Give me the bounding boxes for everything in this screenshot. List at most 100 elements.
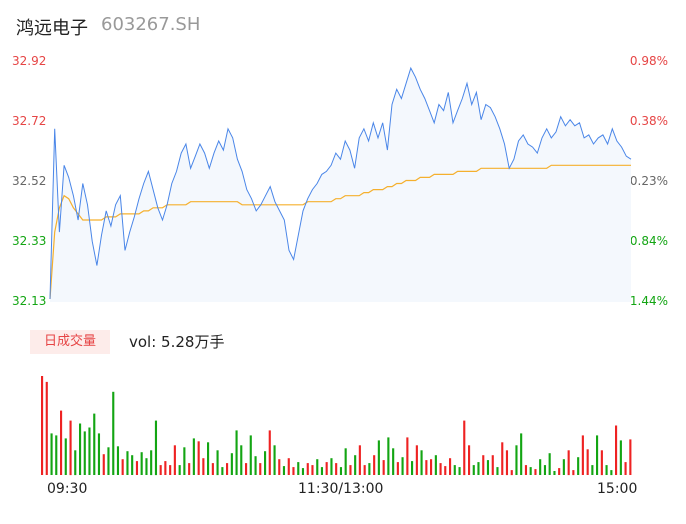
volume-bar [107,447,110,475]
volume-bar [93,413,96,475]
volume-bar [216,450,219,476]
volume-bar [567,450,570,476]
volume-total-label: vol: 5.28万手 [129,333,225,351]
volume-bar [235,430,238,475]
volume-bar [126,451,129,475]
volume-bar [553,471,556,475]
volume-bar [363,465,366,475]
volume-bar [154,420,158,476]
volume-bar [64,438,67,475]
volume-bar [102,454,105,475]
volume-bar [430,459,433,475]
volume-bar [316,459,319,475]
volume-bar [411,461,414,475]
volume-bar [230,453,233,475]
volume-bar [505,450,509,476]
volume-bar [349,465,352,475]
volume-bar [529,467,532,475]
volume-bar [140,452,143,475]
y-left-tick-3: 32.52 [12,174,47,188]
volume-bar [453,465,456,475]
y-left-tick-5: 32.13 [12,294,47,308]
price-line [49,66,632,300]
volume-bar [188,463,191,475]
volume-bar [581,435,584,475]
volume-bar [458,467,461,475]
volume-bar [624,462,627,475]
volume-bar [382,460,385,475]
volume-bar [240,445,243,475]
stock-name: 鸿远电子 [16,18,88,39]
volume-bar [74,450,77,476]
volume-bar [373,455,376,475]
volume-bar [278,459,281,475]
y-left-tick-1: 32.92 [12,54,47,68]
volume-bar [335,463,338,475]
volume-bar [520,433,523,475]
volume-bar [415,445,418,475]
volume-bar [610,470,613,476]
volume-bar [145,458,148,475]
y-left-tick-4: 32.33 [12,234,47,248]
volume-bar [131,455,134,475]
volume-bar [97,433,101,475]
volume-bar [45,381,48,475]
volume-bar [449,458,452,475]
volume-bar [55,435,58,475]
volume-bar [164,461,167,475]
volume-bar [207,442,210,475]
volume-bar [629,439,632,475]
volume-bar [282,466,286,475]
volume-bar [88,427,91,475]
volume-bar [368,463,371,475]
volume-bar [297,462,300,475]
volume-bar [396,462,399,475]
price-area-fill [50,68,631,302]
volume-bar [320,467,324,475]
volume-bar [539,459,542,475]
volume-bar [548,453,551,475]
volume-bar [439,463,442,475]
volume-bar [116,446,120,475]
y-right-tick-1: 0.98% [629,54,668,68]
volume-bar [591,465,594,475]
y-right-tick-4: -0.84% [625,234,668,248]
volume-bar [562,459,565,475]
volume-bar [586,449,589,475]
volume-bar [472,465,475,475]
volume-bar [264,451,267,475]
volume-bar [344,448,347,475]
volume-bar [387,437,390,475]
volume-bar [306,463,309,475]
volume-bar [558,468,561,475]
volume-bar [543,465,547,475]
volume-bar [60,410,63,475]
volume-bar [596,435,599,475]
volume-bar [169,465,172,475]
y-right-tick-3: -0.23% [625,174,668,188]
volume-bar [183,447,186,475]
volume-bar [245,463,248,475]
volume-bar [254,456,257,475]
volume-bar [444,466,447,475]
volume-bar [135,461,139,475]
volume-bar [202,458,205,475]
volume-bar [524,465,528,475]
volume-bar [226,463,229,475]
volume-bar [377,440,380,475]
volume-bar [268,430,271,475]
volume-bar [50,433,53,475]
volume-bar [301,468,305,475]
volume-bar [534,469,537,475]
volume-bar [392,448,395,475]
volume-bar [358,445,361,475]
volume-bar [330,458,333,475]
stock-code: 603267.SH [101,14,201,35]
volume-bar [605,465,608,475]
volume-bar [159,465,162,475]
volume-bar [434,455,437,475]
volume-bar [425,460,428,475]
volume-bar [491,455,494,475]
daily-volume-badge: 日成交量 [30,330,110,354]
volume-bar [501,442,504,475]
